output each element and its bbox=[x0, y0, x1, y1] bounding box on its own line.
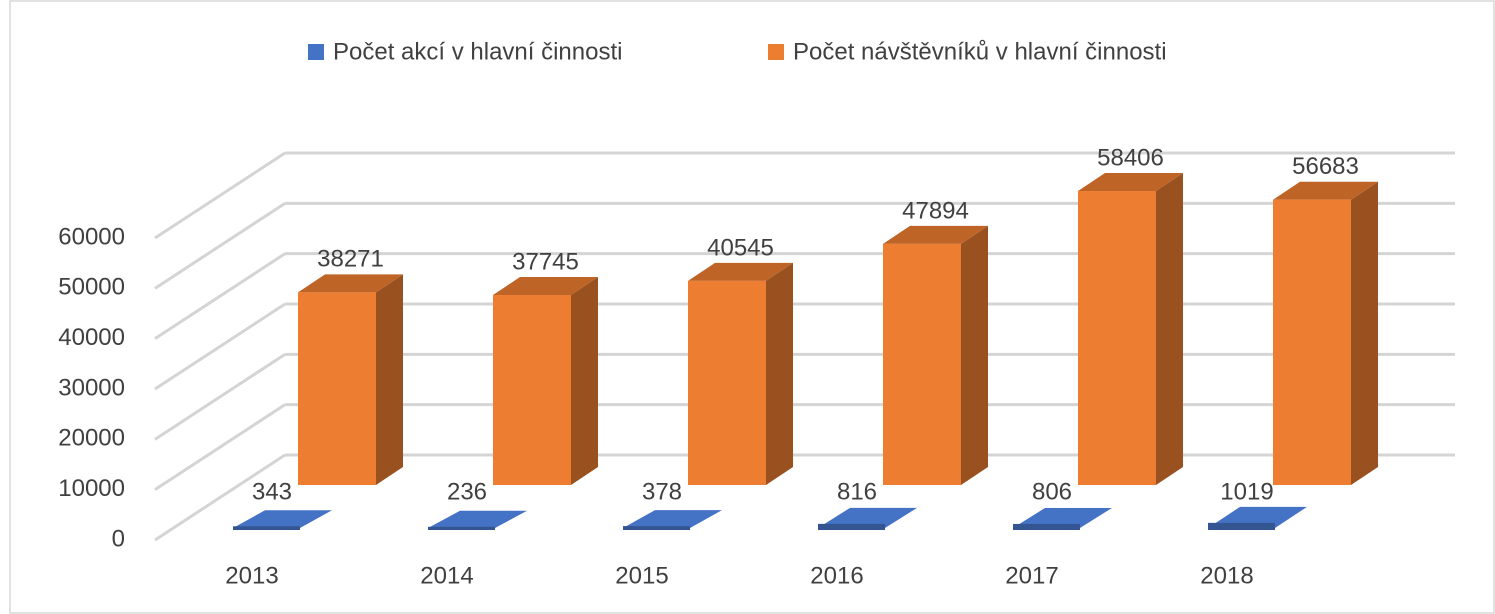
bar-side bbox=[961, 225, 988, 485]
bar bbox=[298, 292, 376, 485]
value-label: 56683 bbox=[1292, 153, 1359, 180]
bar bbox=[623, 526, 690, 530]
bar bbox=[233, 526, 300, 530]
y-tick-label: 40000 bbox=[58, 324, 125, 351]
value-label: 816 bbox=[837, 478, 877, 505]
bar bbox=[428, 510, 527, 528]
grid-line bbox=[154, 403, 286, 491]
y-tick-label: 0 bbox=[112, 525, 125, 552]
value-label: 1019 bbox=[1220, 478, 1273, 505]
x-tick-label: 2017 bbox=[1005, 562, 1058, 589]
grid-line bbox=[154, 353, 286, 441]
legend-label: Počet návštěvníků v hlavní činnosti bbox=[793, 38, 1167, 65]
grid-line bbox=[154, 202, 286, 290]
value-label: 40545 bbox=[707, 234, 774, 261]
bar-side bbox=[766, 262, 793, 485]
grid-line bbox=[154, 151, 286, 240]
grid-line bbox=[154, 302, 286, 391]
bar bbox=[1013, 507, 1112, 528]
value-label: 38271 bbox=[317, 246, 384, 273]
bar bbox=[883, 243, 961, 485]
grid-line bbox=[154, 252, 286, 340]
bar bbox=[1208, 506, 1307, 528]
x-tick-label: 2013 bbox=[225, 562, 278, 589]
y-tick-label: 60000 bbox=[58, 223, 125, 250]
bar bbox=[1273, 199, 1351, 486]
value-label: 378 bbox=[642, 478, 682, 505]
x-tick-label: 2014 bbox=[420, 562, 473, 589]
bar bbox=[818, 507, 917, 528]
bar-top bbox=[1078, 173, 1183, 192]
y-tick-label: 50000 bbox=[58, 274, 125, 301]
x-tick-label: 2016 bbox=[810, 562, 863, 589]
y-tick-label: 20000 bbox=[58, 425, 125, 452]
y-tick-label: 10000 bbox=[58, 475, 125, 502]
bar-top bbox=[688, 262, 793, 281]
bar-side bbox=[571, 277, 598, 485]
bar-top bbox=[493, 277, 598, 296]
value-label: 806 bbox=[1032, 478, 1072, 505]
chart-border bbox=[9, 0, 1495, 614]
bar bbox=[1013, 523, 1080, 530]
bar bbox=[233, 510, 332, 528]
bar bbox=[1208, 522, 1275, 530]
bar bbox=[428, 526, 495, 530]
x-tick-label: 2018 bbox=[1200, 562, 1253, 589]
value-label: 58406 bbox=[1097, 144, 1164, 171]
bar bbox=[818, 523, 885, 530]
bar bbox=[1078, 191, 1156, 485]
bar-top bbox=[883, 225, 988, 244]
value-label: 236 bbox=[447, 478, 487, 505]
bar-top bbox=[1273, 181, 1378, 200]
bar bbox=[493, 295, 571, 485]
bar-top bbox=[298, 274, 403, 293]
legend-label: Počet akcí v hlavní činnosti bbox=[333, 38, 622, 65]
value-label: 37745 bbox=[512, 248, 579, 275]
bar bbox=[623, 510, 722, 528]
legend-swatch bbox=[768, 44, 784, 60]
value-label: 343 bbox=[252, 478, 292, 505]
bar-side bbox=[1351, 181, 1378, 486]
x-tick-label: 2015 bbox=[615, 562, 668, 589]
grid-line bbox=[154, 453, 286, 542]
bar-side bbox=[376, 274, 403, 485]
value-label: 47894 bbox=[902, 197, 969, 224]
y-tick-label: 30000 bbox=[58, 374, 125, 401]
bar-side bbox=[1156, 173, 1183, 485]
bar bbox=[688, 280, 766, 485]
legend-swatch bbox=[308, 44, 324, 60]
